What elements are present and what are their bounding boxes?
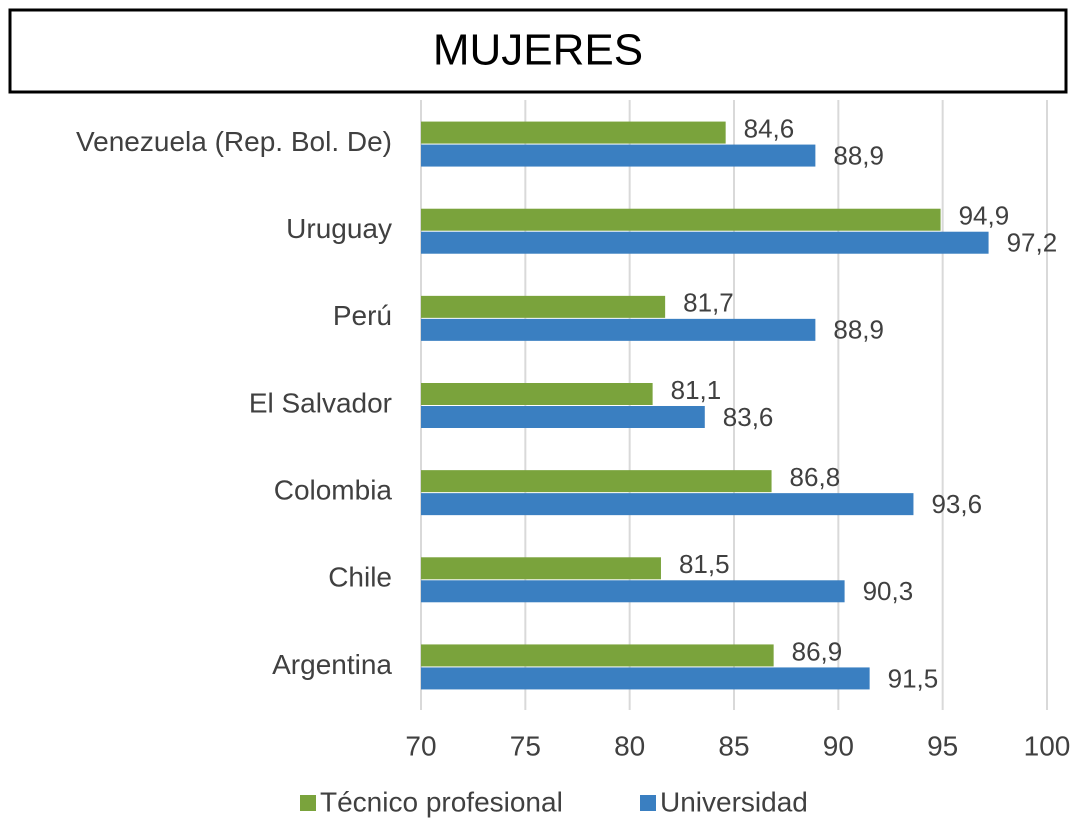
y-tick-label: Uruguay	[286, 213, 392, 244]
data-label: 84,6	[744, 113, 795, 143]
bar	[421, 383, 653, 405]
y-tick-label: Colombia	[274, 475, 393, 506]
title-box	[8, 8, 1068, 94]
x-tick-label: 90	[823, 730, 854, 761]
x-tick-label: 80	[614, 730, 645, 761]
x-tick-label: 85	[718, 730, 749, 761]
data-label: 83,6	[723, 402, 774, 432]
bar	[421, 667, 870, 690]
bar	[421, 295, 666, 318]
bar	[421, 493, 914, 516]
bar	[421, 208, 941, 231]
x-tick-label: 70	[405, 730, 436, 761]
y-tick-label: El Salvador	[249, 387, 392, 418]
bar	[421, 580, 845, 603]
bar	[421, 231, 989, 254]
legend-swatch	[640, 795, 656, 811]
bar	[421, 121, 726, 144]
x-tick-label: 95	[927, 730, 958, 761]
x-tick-label: 75	[510, 730, 541, 761]
bar	[421, 144, 816, 167]
x-tick-label: 100	[1024, 730, 1071, 761]
y-tick-label: Venezuela (Rep. Bol. De)	[76, 126, 392, 157]
data-label: 97,2	[1007, 228, 1058, 258]
bar	[421, 406, 705, 428]
data-label: 86,9	[792, 636, 843, 666]
chart-title: MUJERES	[433, 26, 643, 75]
legend-label: Técnico profesional	[320, 786, 563, 817]
data-label: 81,7	[683, 288, 734, 318]
bar	[421, 644, 774, 667]
data-label: 88,9	[833, 315, 884, 345]
data-label: 94,9	[959, 201, 1010, 231]
legend-swatch	[300, 795, 316, 811]
data-label: 86,8	[790, 462, 841, 492]
bar	[421, 318, 816, 341]
bar	[421, 470, 772, 493]
data-label: 81,5	[679, 549, 730, 579]
data-label: 90,3	[863, 576, 914, 606]
bar	[421, 557, 661, 580]
y-tick-label: Perú	[333, 300, 392, 331]
data-label: 88,9	[833, 140, 884, 170]
y-tick-label: Argentina	[272, 649, 392, 680]
data-label: 81,1	[671, 375, 722, 405]
data-label: 93,6	[931, 489, 982, 519]
legend-label: Universidad	[660, 786, 808, 817]
y-tick-label: Chile	[328, 562, 392, 593]
data-label: 91,5	[888, 663, 939, 693]
